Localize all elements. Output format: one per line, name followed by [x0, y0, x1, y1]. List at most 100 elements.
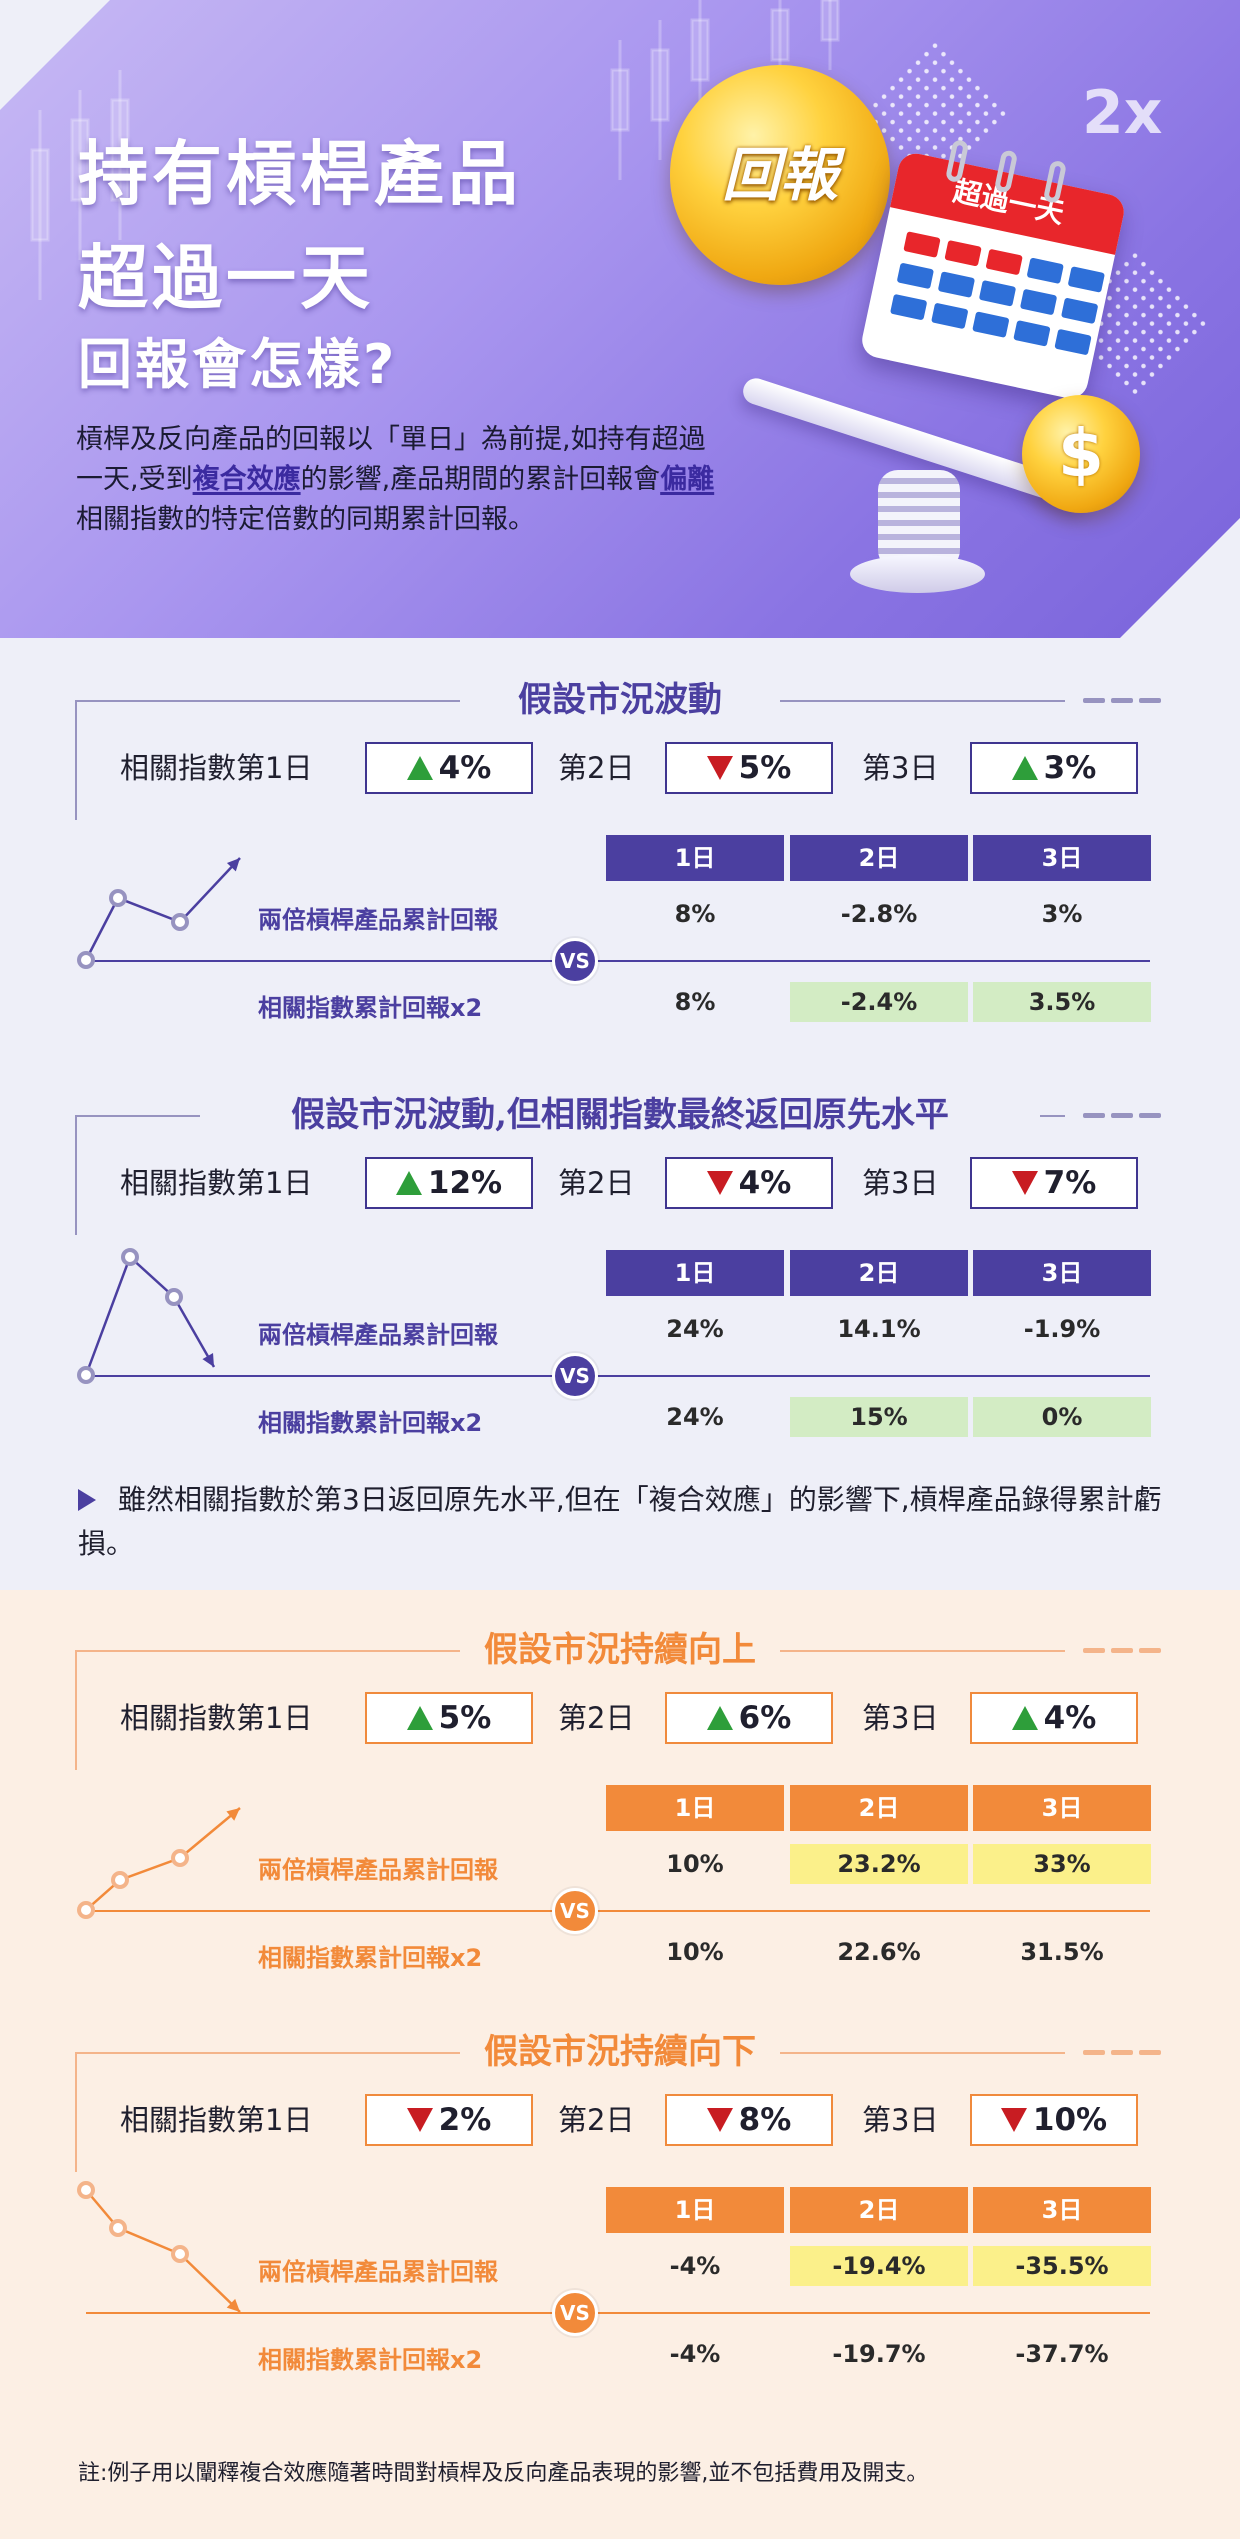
daily-change-row: 相關指數第1日 第2日 第3日 12% 4% 7% — [120, 1157, 1160, 1209]
product-row-label: 兩倍槓桿產品累計回報 — [258, 1321, 498, 1349]
daily-change-row: 相關指數第1日 第2日 第3日 2% 8% 10% — [120, 2094, 1160, 2146]
return-coin-icon: 回報 — [670, 65, 890, 285]
scenario-title: 假設市況波動 — [518, 680, 722, 720]
index-cell: 10% — [666, 1938, 724, 1966]
frame-line — [75, 700, 83, 820]
scenario-title: 假設市況波動,但相關指數最終返回原先水平 — [291, 1095, 949, 1135]
day3-label: 第3日 — [862, 2103, 939, 2137]
column-header: 3日 — [973, 835, 1151, 881]
frame-line — [75, 1650, 83, 1770]
index-cell: -19.7% — [832, 2340, 926, 2368]
daily-change-row: 相關指數第1日 第2日 第3日 5% 6% 4% — [120, 1692, 1160, 1744]
daily-change-row: 相關指數第1日 第2日 第3日 4% 5% 3% — [120, 742, 1160, 794]
index-cell: 31.5% — [1020, 1938, 1104, 1966]
vs-badge: VS — [552, 1353, 598, 1399]
day3-label: 第3日 — [862, 1166, 939, 1200]
day-change-value: 8% — [738, 2102, 792, 2138]
day2-label: 第2日 — [558, 2103, 635, 2137]
day-change-box: 4% — [970, 1692, 1138, 1744]
scenario-title: 假設市況持續向上 — [484, 1630, 756, 1670]
dash-mark — [1111, 1113, 1133, 1118]
day-change-box: 4% — [665, 1157, 833, 1209]
day1-label: 相關指數第1日 — [120, 1701, 313, 1735]
corner-notch — [1120, 518, 1240, 638]
day1-label: 相關指數第1日 — [120, 751, 313, 785]
frame-line — [1040, 1115, 1065, 1117]
day-change-box: 6% — [665, 1692, 833, 1744]
day2-label: 第2日 — [558, 751, 635, 785]
product-cell: 14.1% — [837, 1315, 921, 1343]
product-cell: 3% — [1041, 900, 1083, 928]
frame-line — [780, 1650, 1065, 1652]
title-line-2: 超過一天 — [78, 237, 374, 319]
product-cell: -35.5% — [973, 2246, 1151, 2286]
dash-mark — [1111, 698, 1133, 703]
seesaw-base — [850, 555, 985, 593]
trend-sketch-icon — [77, 1807, 241, 1919]
product-cell: 10% — [666, 1850, 724, 1878]
day-change-value: 4% — [738, 1165, 792, 1201]
day2-label: 第2日 — [558, 1701, 635, 1735]
product-cell: -1.9% — [1023, 1315, 1101, 1343]
day-change-box: 7% — [970, 1157, 1138, 1209]
compound-effect-note: 雖然相關指數於第3日返回原先水平,但在「複合效應」的影響下,槓桿產品錄得累計虧損… — [78, 1483, 1162, 1560]
column-header: 2日 — [790, 1785, 968, 1831]
day1-label: 相關指數第1日 — [120, 2103, 313, 2137]
candlestick-background — [30, 0, 840, 300]
corner-notch — [0, 0, 110, 110]
product-row-label: 兩倍槓桿產品累計回報 — [258, 906, 498, 934]
column-header: 1日 — [606, 1250, 784, 1296]
product-row-label: 兩倍槓桿產品累計回報 — [258, 1856, 498, 1884]
day-change-value: 5% — [738, 750, 792, 786]
column-header: 1日 — [606, 2187, 784, 2233]
down-triangle-icon — [706, 1171, 733, 1195]
index-row-label: 相關指數累計回報x2 — [258, 1409, 483, 1437]
divider-axis — [86, 2312, 1150, 2314]
day1-label: 相關指數第1日 — [120, 1166, 313, 1200]
day-change-box: 8% — [665, 2094, 833, 2146]
day-change-box: 10% — [970, 2094, 1138, 2146]
index-cell: 24% — [666, 1403, 724, 1431]
day-change-value: 10% — [1032, 2102, 1108, 2138]
column-header: 3日 — [973, 1785, 1151, 1831]
scenario-block: 假設市況持續向下 相關指數第1日 第2日 第3日 2% 8% 10% 1日 2日 3日 兩倍槓桿產品… — [0, 2032, 1240, 2432]
trend-sketch-icon — [77, 857, 241, 969]
down-triangle-icon — [706, 2108, 733, 2132]
index-cell: 8% — [674, 988, 716, 1016]
vs-badge: VS — [552, 1888, 598, 1934]
index-cell: -37.7% — [1015, 2340, 1109, 2368]
scenario-title: 假設市況持續向下 — [484, 2032, 756, 2072]
product-cell: -4% — [669, 2252, 721, 2280]
trend-sketch-icon — [77, 1248, 216, 1384]
day-change-value: 5% — [438, 1700, 492, 1736]
frame-line — [75, 2052, 83, 2172]
up-triangle-icon — [1011, 756, 1038, 780]
down-triangle-icon — [1000, 2108, 1027, 2132]
day3-label: 第3日 — [862, 1701, 939, 1735]
down-triangle-icon — [706, 756, 733, 780]
vs-badge: VS — [552, 938, 598, 984]
up-triangle-icon — [1011, 1706, 1038, 1730]
day-change-value: 4% — [1043, 1700, 1097, 1736]
column-header: 2日 — [790, 835, 968, 881]
index-cell: 0% — [973, 1397, 1151, 1437]
title-line-1: 持有槓桿產品 — [78, 133, 522, 215]
index-cell: 15% — [790, 1397, 968, 1437]
day-change-box: 5% — [665, 742, 833, 794]
frame-line — [780, 700, 1065, 702]
day-change-value: 3% — [1043, 750, 1097, 786]
dash-mark — [1139, 2050, 1161, 2055]
dash-mark — [1111, 1648, 1133, 1653]
scenario-block: 假設市況波動 相關指數第1日 第2日 第3日 4% 5% 3% 1日 2日 3日 兩倍槓桿產品累計回… — [0, 680, 1240, 1080]
index-row-label: 相關指數累計回報x2 — [258, 1944, 483, 1972]
down-triangle-icon — [1011, 1171, 1038, 1195]
scenario-block: 假設市況持續向上 相關指數第1日 第2日 第3日 5% 6% 4% 1日 2日 3日 兩倍槓桿產品累… — [0, 1630, 1240, 2030]
day-change-value: 4% — [438, 750, 492, 786]
product-cell: 33% — [973, 1844, 1151, 1884]
day-change-box: 2% — [365, 2094, 533, 2146]
day-change-box: 4% — [365, 742, 533, 794]
scenario-block: 假設市況波動,但相關指數最終返回原先水平 相關指數第1日 第2日 第3日 12% 4% 7%… — [0, 1095, 1240, 1495]
frame-line — [75, 1115, 200, 1117]
dash-mark — [1083, 1113, 1105, 1118]
column-header: 2日 — [790, 1250, 968, 1296]
